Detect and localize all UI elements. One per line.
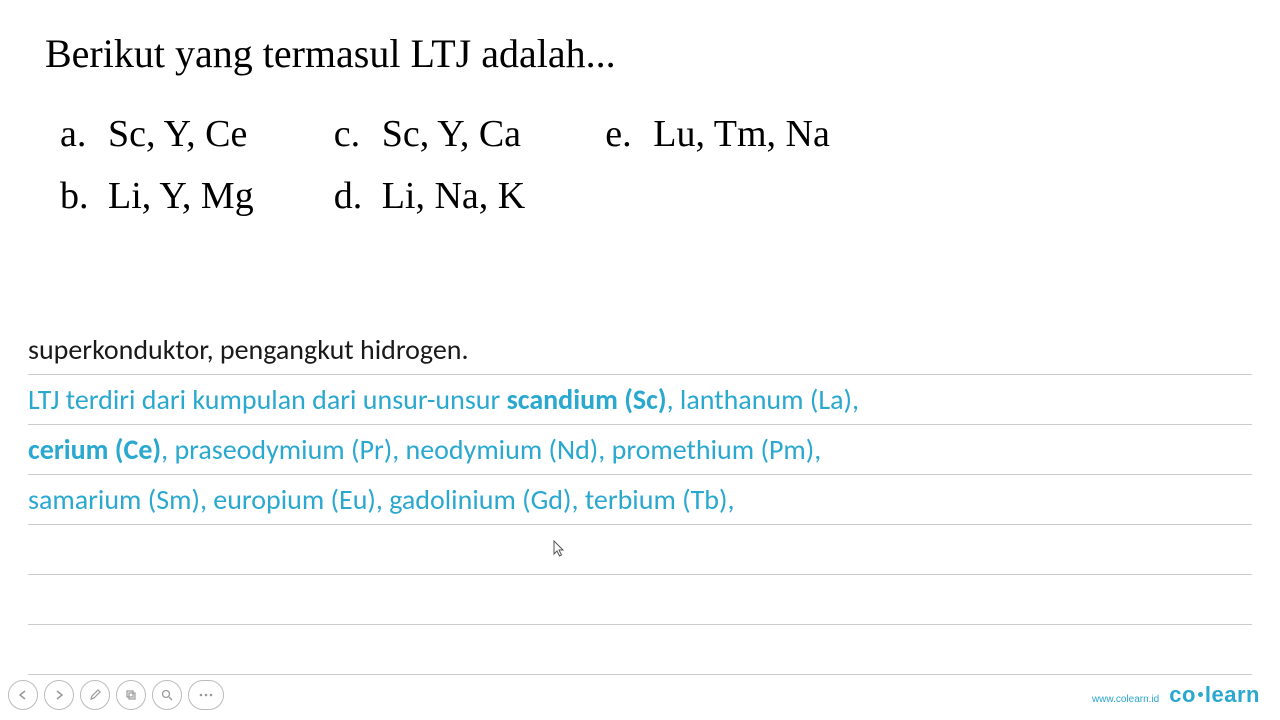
next-button[interactable] <box>44 680 74 710</box>
brand-logo: colearn <box>1169 682 1260 708</box>
option-letter: b. <box>60 174 90 218</box>
option-d: d. Li, Na, K <box>334 174 526 218</box>
cursor-icon <box>553 540 567 563</box>
explanation-area: superkonduktor, pengangkut hidrogen. LTJ… <box>0 325 1280 675</box>
option-letter: a. <box>60 112 90 156</box>
option-letter: d. <box>334 174 364 218</box>
explanation-line-empty <box>28 525 1252 575</box>
question-title: Berikut yang termasul LTJ adalah... <box>45 30 1235 77</box>
prev-button[interactable] <box>8 680 38 710</box>
option-e: e. Lu, Tm, Na <box>605 112 830 156</box>
copy-button[interactable] <box>116 680 146 710</box>
explanation-line-empty <box>28 575 1252 625</box>
explanation-line-2: LTJ terdiri dari kumpulan dari unsur-uns… <box>28 375 1252 425</box>
explanation-line-1: superkonduktor, pengangkut hidrogen. <box>28 325 1252 375</box>
explanation-text: samarium (Sm), europium (Eu), gadolinium… <box>28 480 734 519</box>
brand-url: www.colearn.id <box>1092 694 1159 705</box>
explanation-line-3: cerium (Ce), praseodymium (Pr), neodymiu… <box>28 425 1252 475</box>
explanation-line-4: samarium (Sm), europium (Eu), gadolinium… <box>28 475 1252 525</box>
option-c: c. Sc, Y, Ca <box>334 112 526 156</box>
option-letter: c. <box>334 112 364 156</box>
explanation-line-empty <box>28 625 1252 675</box>
more-button[interactable] <box>188 680 224 710</box>
explanation-text: LTJ terdiri dari kumpulan dari unsur-uns… <box>28 380 859 419</box>
brand-dot-icon <box>1198 692 1203 697</box>
bottom-toolbar <box>8 680 224 710</box>
zoom-button[interactable] <box>152 680 182 710</box>
question-area: Berikut yang termasul LTJ adalah... a. S… <box>0 0 1280 218</box>
option-text: Lu, Tm, Na <box>653 112 830 156</box>
option-text: Sc, Y, Ca <box>382 112 521 156</box>
explanation-text: superkonduktor, pengangkut hidrogen. <box>28 330 469 369</box>
option-column-3: e. Lu, Tm, Na <box>605 112 830 218</box>
option-b: b. Li, Y, Mg <box>60 174 254 218</box>
option-column-1: a. Sc, Y, Ce b. Li, Y, Mg <box>60 112 254 218</box>
option-column-2: c. Sc, Y, Ca d. Li, Na, K <box>334 112 526 218</box>
option-text: Li, Y, Mg <box>108 174 254 218</box>
option-a: a. Sc, Y, Ce <box>60 112 254 156</box>
option-text: Sc, Y, Ce <box>108 112 247 156</box>
explanation-text: cerium (Ce), praseodymium (Pr), neodymiu… <box>28 430 821 469</box>
option-letter: e. <box>605 112 635 156</box>
option-text: Li, Na, K <box>382 174 526 218</box>
pen-button[interactable] <box>80 680 110 710</box>
options-container: a. Sc, Y, Ce b. Li, Y, Mg c. Sc, Y, Ca d… <box>45 112 1235 218</box>
brand-area: www.colearn.id colearn <box>1092 682 1260 708</box>
